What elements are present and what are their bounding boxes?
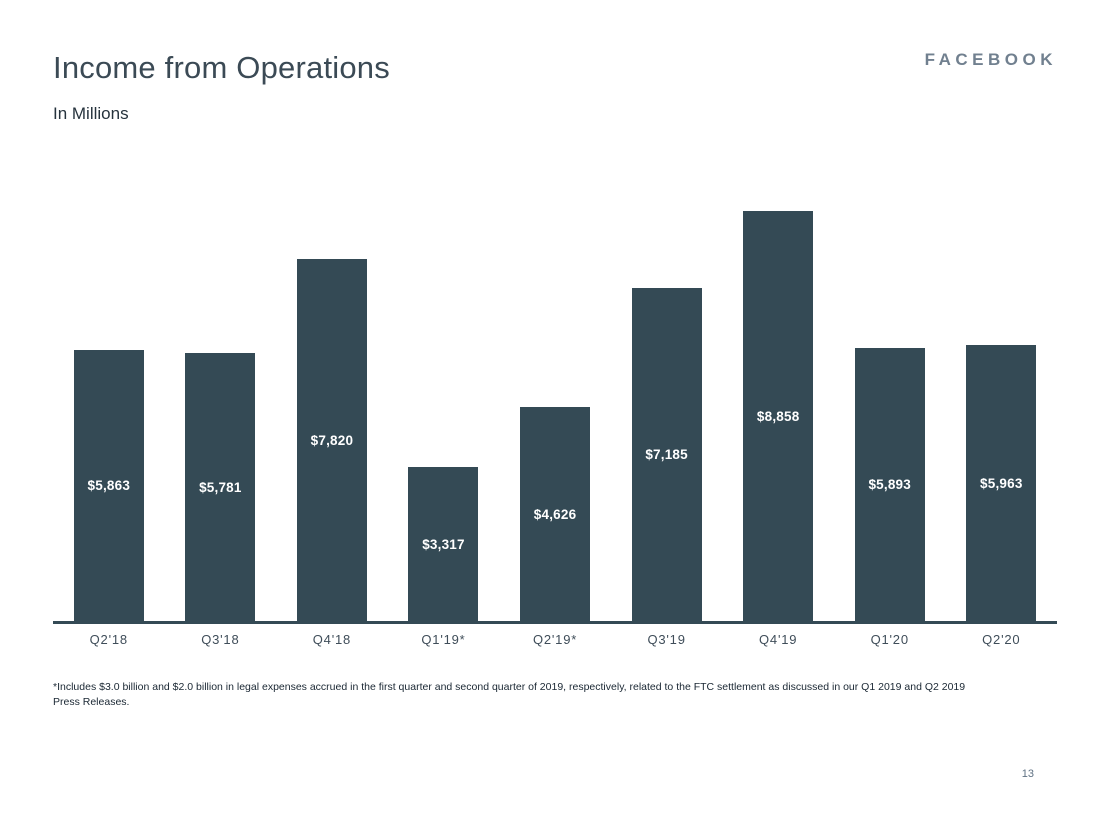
bar-Q2'20: $5,963 <box>966 345 1037 621</box>
bar-slot: $5,893 <box>834 348 946 621</box>
x-axis-label: Q3'18 <box>201 632 240 647</box>
bar-Q2'19*: $4,626 <box>520 407 591 621</box>
bar-slot: $4,626 <box>499 407 611 621</box>
bar-Q4'18: $7,820 <box>296 259 367 621</box>
bar-slot: $5,963 <box>946 345 1058 621</box>
bar-slot: $7,820 <box>276 259 388 621</box>
footnote: *Includes $3.0 billion and $2.0 billion … <box>53 681 966 709</box>
bar-Q4'19: $8,858 <box>743 211 814 621</box>
bar-value-label: $8,858 <box>756 408 800 424</box>
bar-slot: $7,185 <box>611 288 723 621</box>
bar-Q3'19: $7,185 <box>631 288 702 621</box>
x-axis-label: Q3'19 <box>647 632 686 647</box>
x-axis-labels: Q2'18 Q3'18 Q4'18 Q1'19* Q2'19* Q3'19 Q4'19 Q1'… <box>53 632 1057 647</box>
bar-Q1'19*: $3,317 <box>408 467 479 621</box>
bar-chart: $5,863 $5,781 $7,820 $3,317 $4,626 $7,185 $8,8… <box>53 150 1057 624</box>
x-axis-label: Q2'20 <box>982 632 1021 647</box>
x-axis-label: Q1'20 <box>870 632 909 647</box>
bar-value-label: $4,626 <box>533 506 577 522</box>
page-title: Income from Operations <box>53 50 390 85</box>
bar-value-label: $7,185 <box>645 447 688 462</box>
bar-chart-bars: $5,863 $5,781 $7,820 $3,317 $4,626 $7,185 $8,8… <box>53 153 1057 621</box>
bar-Q1'20: $5,893 <box>854 348 925 621</box>
x-axis-label: Q2'18 <box>89 632 128 647</box>
bar-value-label: $5,893 <box>868 477 911 492</box>
bar-value-label: $5,781 <box>199 479 242 495</box>
bar-value-label: $5,863 <box>87 478 131 493</box>
bar-value-label: $5,963 <box>980 475 1023 491</box>
bar-Q2'18: $5,863 <box>73 350 144 621</box>
bar-value-label: $3,317 <box>422 536 465 552</box>
x-axis-label: Q2'19* <box>532 632 578 647</box>
page-number: 13 <box>1021 768 1034 780</box>
x-axis-label: Q4'19 <box>759 632 798 647</box>
x-axis-label: Q1'19* <box>421 632 466 647</box>
bar-value-label: $7,820 <box>310 432 354 448</box>
bar-slot: $3,317 <box>388 467 500 621</box>
bar-slot: $5,781 <box>165 353 277 621</box>
brand-logo: FACEBOOK <box>924 50 1057 69</box>
page-subtitle: In Millions <box>53 104 129 123</box>
bar-Q3'18: $5,781 <box>185 353 256 621</box>
x-axis-label: Q4'18 <box>312 632 352 647</box>
bar-slot: $5,863 <box>53 350 165 621</box>
x-axis-line <box>53 621 1057 624</box>
bar-slot: $8,858 <box>722 211 834 621</box>
